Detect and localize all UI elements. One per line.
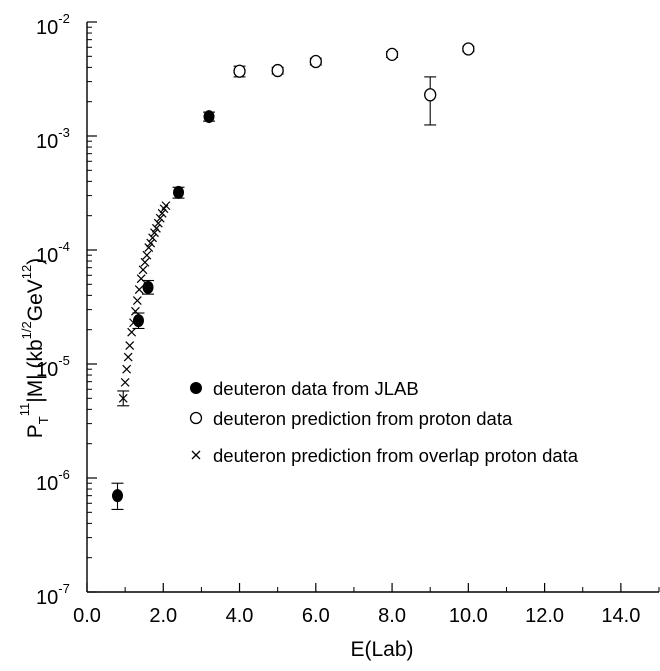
point-proton-prediction	[385, 47, 399, 62]
x-tick-label: 10.0	[449, 605, 488, 627]
y-tick-label: 10-3	[36, 125, 70, 153]
point-overlap-prediction	[118, 393, 128, 403]
x-tick-label: 0.0	[73, 605, 101, 627]
x-tick-label: 4.0	[226, 605, 254, 627]
plot-frame	[86, 22, 659, 593]
x-tick-label: 12.0	[525, 605, 564, 627]
point-proton-prediction	[309, 54, 322, 69]
y-tick-label: 10-4	[36, 239, 70, 267]
point-overlap-prediction	[155, 213, 165, 223]
point-jlab	[203, 110, 215, 124]
point-overlap-prediction	[125, 341, 135, 351]
x-tick-label: 6.0	[302, 605, 330, 627]
legend-label-overlap: deuteron prediction from overlap proton …	[213, 445, 579, 466]
point-overlap-prediction	[132, 296, 142, 306]
point-overlap-prediction	[138, 265, 148, 275]
point-overlap-prediction	[134, 285, 144, 294]
legend-marker-open-circle	[189, 411, 203, 425]
point-overlap-prediction	[136, 274, 146, 284]
point-overlap-prediction	[157, 208, 167, 218]
point-overlap-prediction	[123, 352, 133, 362]
legend-marker-cross	[191, 450, 201, 460]
point-overlap-prediction	[153, 218, 163, 228]
point-jlab	[112, 489, 124, 503]
point-overlap-prediction	[150, 228, 159, 238]
data-points	[111, 42, 475, 510]
y-axis-label: PT11|M| (kb1/2GeV12)	[17, 258, 51, 438]
legend-marker-filled-circle	[190, 382, 202, 394]
point-overlap-prediction	[161, 201, 171, 211]
point-proton-prediction	[424, 88, 437, 102]
point-overlap-prediction	[131, 306, 140, 316]
point-jlab	[142, 280, 154, 294]
x-tick-label: 8.0	[378, 605, 406, 627]
y-tick-label: 10-5	[36, 353, 70, 381]
axis-ticks: 0.0 2.0 4.0 6.0 8.0 10.0 12.0 14.0 10-7 10-6 10-5 1…	[36, 11, 660, 627]
point-overlap-prediction	[129, 318, 138, 328]
point-overlap-prediction	[146, 238, 156, 248]
point-overlap-prediction	[144, 243, 154, 253]
point-overlap-prediction	[127, 327, 137, 337]
point-jlab	[173, 185, 185, 199]
point-overlap-prediction	[140, 257, 150, 267]
point-proton-prediction	[271, 63, 284, 78]
point-overlap-prediction	[142, 250, 152, 260]
point-overlap-prediction	[151, 223, 161, 233]
legend: deuteron data from JLAB deuteron predict…	[189, 378, 579, 466]
y-tick-label: 10-7	[36, 581, 70, 609]
x-tick-label: 14.0	[601, 605, 640, 627]
point-proton-prediction	[233, 64, 246, 78]
legend-label-jlab: deuteron data from JLAB	[213, 378, 419, 399]
point-overlap-prediction	[122, 364, 132, 374]
point-jlab	[132, 314, 144, 328]
y-tick-label: 10-2	[36, 11, 70, 39]
point-proton-prediction	[462, 42, 475, 56]
x-axis-label: E(Lab)	[350, 638, 413, 661]
point-overlap-prediction	[148, 233, 158, 243]
y-tick-label: 10-6	[36, 467, 70, 495]
legend-label-proton: deuteron prediction from proton data	[213, 408, 513, 429]
point-overlap-prediction	[120, 377, 130, 387]
x-tick-label: 2.0	[149, 605, 177, 627]
